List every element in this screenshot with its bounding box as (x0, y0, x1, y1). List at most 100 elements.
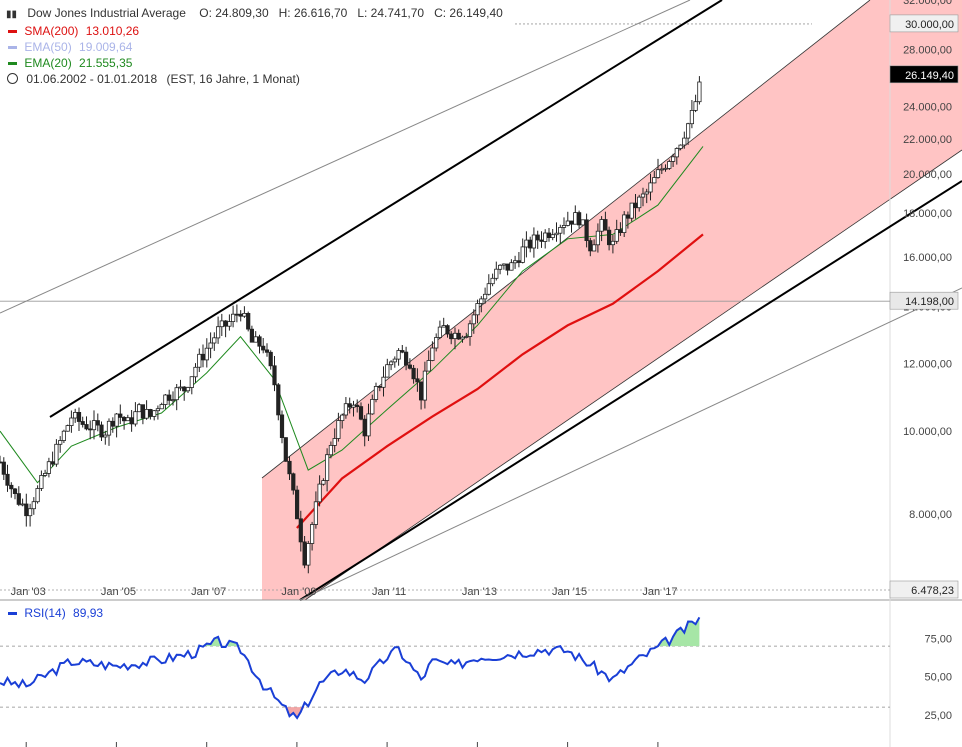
candle (253, 331, 258, 343)
candle-body (400, 350, 405, 353)
candle-body (129, 417, 134, 425)
candle-body (99, 424, 104, 438)
candle-body (159, 404, 164, 410)
candle (561, 217, 567, 235)
candle (54, 439, 59, 467)
candle-body (558, 226, 563, 234)
price-box-low-bg (889, 580, 959, 599)
candle-body (302, 541, 307, 566)
candle (588, 237, 593, 257)
candle-body (671, 156, 676, 162)
candle-body (84, 424, 89, 430)
legend-sma200[interactable]: SMA(200) 13.010,26 (6, 23, 503, 39)
candle (12, 488, 18, 500)
candle-body (204, 347, 209, 361)
candle (16, 486, 21, 507)
price-axis: 32.000,0030.000,0028.000,0026.000,0024.0… (889, 0, 959, 599)
candle (65, 424, 70, 432)
ema20-swatch (8, 62, 17, 66)
channel-area (261, 0, 962, 601)
price-tick-label: 16.000,00 (903, 252, 952, 264)
candle (200, 344, 206, 368)
candle-body (110, 420, 115, 427)
candle (479, 296, 484, 313)
candle (306, 540, 311, 574)
candle (509, 259, 514, 271)
candle (242, 306, 247, 318)
candle-body (50, 461, 55, 465)
candle-body (200, 353, 206, 361)
candle (554, 222, 559, 242)
candle (340, 413, 345, 429)
candle-body (524, 239, 529, 248)
candle-body (185, 387, 191, 392)
candle-body (358, 406, 364, 420)
candle (155, 405, 160, 420)
channel-lower-line (304, 149, 962, 601)
candle (178, 379, 183, 391)
candle (622, 211, 627, 237)
candle (84, 416, 89, 431)
candle-body (644, 191, 649, 195)
candle-body (351, 404, 356, 408)
candle-body (238, 313, 243, 317)
candle-body (106, 420, 112, 436)
candle (27, 503, 33, 527)
rsi-legend[interactable]: RSI(14) 89,93 (6, 606, 103, 620)
ema50-swatch (8, 46, 17, 50)
candle (170, 391, 176, 406)
price-box-last-text: 26.149,40 (905, 70, 954, 82)
candle-body (482, 293, 488, 300)
candle-body (546, 232, 552, 238)
candle (343, 397, 349, 419)
candle (531, 227, 537, 258)
candle-body (520, 246, 525, 263)
rsi-name: RSI(14) (24, 606, 66, 620)
candle (505, 263, 510, 276)
price-tick-label: 32.000,00 (903, 0, 952, 7)
candle-body (163, 394, 168, 405)
candle (69, 410, 74, 433)
price-box-hline-text: 14.198,00 (905, 296, 954, 308)
candles-layer (0, 76, 702, 574)
candle-body (242, 312, 247, 317)
candle (219, 313, 224, 336)
candle (9, 482, 14, 498)
candle-body (317, 483, 322, 503)
candle-body (118, 413, 123, 418)
candle (91, 410, 97, 440)
candle-body (35, 488, 40, 503)
candle-body (291, 473, 296, 491)
candle-body (58, 440, 63, 445)
candle (1, 457, 6, 480)
candle-body (637, 196, 642, 209)
candle (80, 416, 85, 428)
legend-ema20[interactable]: EMA(20) 21.555,35 (6, 55, 503, 71)
candle-body (215, 326, 221, 339)
candle-body (279, 414, 285, 438)
candle-body (663, 167, 668, 170)
candle (276, 383, 281, 421)
candle-body (584, 219, 589, 242)
legend-ema50[interactable]: EMA(50) 19.009,64 (6, 39, 503, 55)
candle (569, 220, 574, 233)
time-tick-label: Jan '13 (462, 586, 497, 598)
candle (268, 350, 273, 370)
candle-body (1, 461, 6, 475)
candle (204, 338, 209, 368)
candle (584, 213, 589, 248)
candle (411, 365, 416, 384)
candle (513, 255, 518, 269)
candle-body (155, 408, 160, 412)
candle (528, 236, 533, 253)
candle-body (91, 420, 97, 431)
candle (133, 402, 138, 427)
candle-body (65, 425, 70, 432)
ema50-value: 19.009,64 (79, 40, 133, 54)
candle (20, 498, 25, 507)
candle-body (276, 384, 281, 416)
price-box-hline-bg (889, 291, 959, 310)
candle-body (422, 370, 428, 401)
price-box-low: 6.478,23 (889, 580, 959, 599)
candle-body (475, 303, 480, 316)
